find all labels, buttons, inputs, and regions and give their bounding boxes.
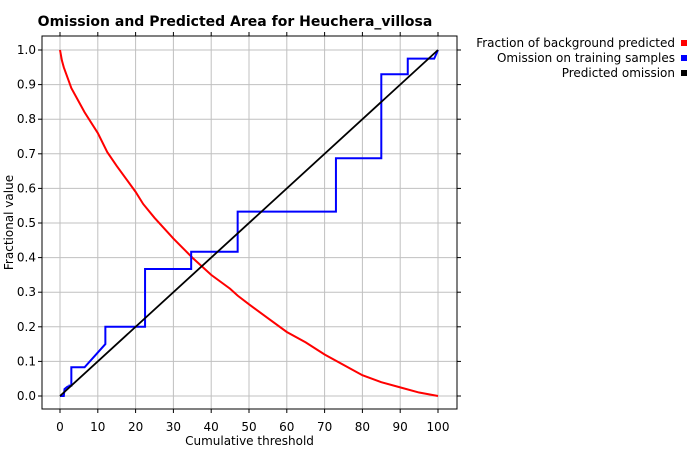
y-tick-label: 0.1 xyxy=(17,354,36,368)
x-tick-label: 80 xyxy=(355,420,370,434)
legend-swatch-fraction-of-background-predicted xyxy=(681,40,687,46)
legend-swatch-predicted-omission xyxy=(681,70,687,76)
y-tick-label: 0.3 xyxy=(17,285,36,299)
x-tick-label: 10 xyxy=(90,420,105,434)
x-tick-label: 70 xyxy=(317,420,332,434)
x-tick-label: 40 xyxy=(204,420,219,434)
chart-title: Omission and Predicted Area for Heuchera… xyxy=(38,14,433,30)
x-tick-label: 90 xyxy=(393,420,408,434)
legend-swatch-omission-on-training-samples xyxy=(681,55,687,61)
series-line-fraction-of-background-predicted xyxy=(59,49,439,397)
y-axis-label: Fractional value xyxy=(2,175,16,270)
legend-label-predicted-omission: Predicted omission xyxy=(562,66,675,80)
y-tick-label: 0.5 xyxy=(17,216,36,230)
y-tick-label: 0.7 xyxy=(17,147,36,161)
x-tick-label: 50 xyxy=(241,420,256,434)
legend-label-omission-on-training-samples: Omission on training samples xyxy=(497,51,675,65)
x-tick-label: 20 xyxy=(128,420,143,434)
series-line-predicted-omission xyxy=(59,49,439,397)
y-tick-label: 0.6 xyxy=(17,181,36,195)
legend-label-fraction-of-background-predicted: Fraction of background predicted xyxy=(476,36,675,50)
y-tick-label: 0.0 xyxy=(17,389,36,403)
series-lines xyxy=(59,49,439,397)
x-axis-label: Cumulative threshold xyxy=(185,434,314,448)
y-tick-label: 0.8 xyxy=(17,112,36,126)
x-tick-label: 60 xyxy=(279,420,294,434)
y-tick-label: 0.4 xyxy=(17,251,36,265)
x-tick-label: 30 xyxy=(166,420,181,434)
y-tick-label: 0.9 xyxy=(17,78,36,92)
grid xyxy=(42,36,457,409)
x-tick-label: 0 xyxy=(56,420,64,434)
legend: Fraction of background predictedOmission… xyxy=(476,36,687,80)
axis-ticks: 0 10 20 30 40 50 60 70 80 90 100 0.0 0.1 0.2 0.3 0.4 0.5… xyxy=(17,32,461,434)
y-tick-label: 0.2 xyxy=(17,320,36,334)
y-tick-label: 1.0 xyxy=(17,43,36,57)
x-tick-label: 100 xyxy=(427,420,450,434)
